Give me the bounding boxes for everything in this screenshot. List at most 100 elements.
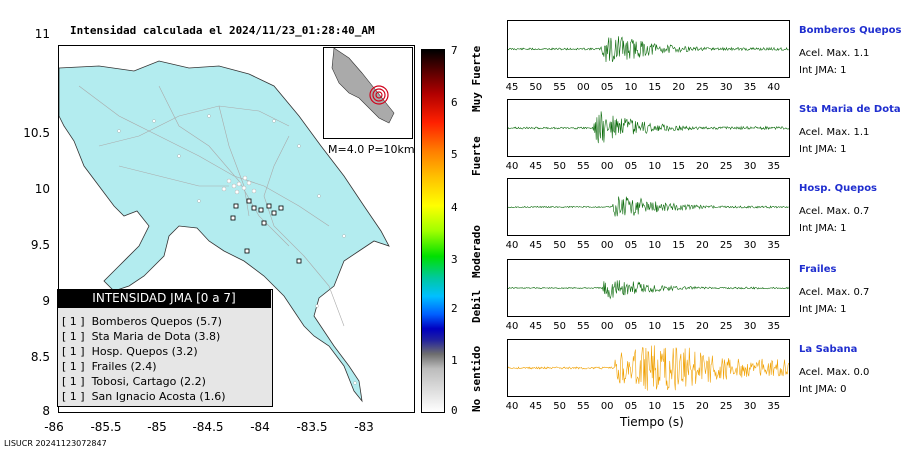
y-tick-label: 9: [42, 294, 50, 308]
time-tick-label: 50: [553, 240, 566, 251]
time-tick-label: 05: [624, 240, 638, 251]
trace-time-ticks: 40 45 50 55 00 05 10 15 20 25 30 35: [506, 401, 788, 413]
epicenter-inset-map: [323, 47, 413, 139]
time-tick-label: 45: [529, 161, 543, 172]
footer-id: LISUCR 20241123072847: [4, 439, 107, 448]
y-tick-label: 11: [34, 27, 50, 41]
waveform: [508, 36, 789, 63]
waveform: [508, 280, 789, 300]
time-tick-label: 50: [553, 161, 566, 172]
station-dots: [117, 114, 357, 385]
x-tick-label: -85.5: [90, 420, 122, 434]
time-tick-label: 15: [672, 401, 685, 412]
y-tick-label: 8.5: [30, 350, 50, 364]
time-tick-label: 20: [672, 82, 685, 93]
station-max-acceleration: Acel. Max. 0.0: [799, 367, 870, 378]
time-tick-label: 25: [719, 161, 733, 172]
time-tick-label: 25: [719, 401, 733, 412]
costa-rica-landmass: [59, 60, 390, 403]
time-tick-label: 30: [743, 161, 757, 172]
colorbar-label: Moderado: [470, 225, 483, 278]
colorbar-tick: 5: [451, 148, 458, 161]
time-tick-label: 30: [719, 82, 733, 93]
colorbar-tick: 7: [451, 44, 458, 57]
time-tick-label: 30: [743, 321, 757, 332]
map-title: Intensidad calculada el 2024/11/23_01:28…: [70, 24, 375, 37]
station-max-acceleration: Acel. Max. 1.1: [799, 127, 870, 138]
time-tick-label: 10: [648, 240, 662, 251]
station-jma-intensity: Int JMA: 0: [799, 384, 847, 395]
time-tick-label: 40: [505, 240, 519, 251]
x-tick-label: -84.5: [192, 420, 224, 434]
time-tick-label: 00: [600, 401, 614, 412]
time-tick-label: 15: [672, 161, 685, 172]
time-tick-label: 35: [743, 82, 757, 93]
time-tick-label: 50: [553, 401, 566, 412]
x-tick-label: -86: [44, 420, 64, 434]
time-axis-label: Tiempo (s): [620, 415, 684, 429]
map-canvas: [59, 60, 390, 403]
colorbar-tick: 3: [451, 253, 458, 266]
waveform: [508, 196, 789, 217]
time-tick-label: 50: [553, 321, 566, 332]
x-tick-label: -83.5: [296, 420, 328, 434]
time-tick-label: 25: [719, 321, 733, 332]
time-tick-label: 05: [624, 161, 638, 172]
station-max-acceleration: Acel. Max. 0.7: [799, 206, 870, 217]
time-tick-label: 10: [648, 321, 662, 332]
time-tick-label: 00: [600, 321, 614, 332]
time-tick-label: 20: [696, 401, 709, 412]
seismogram-trace: [507, 259, 790, 317]
station-name: Bomberos Quepos: [799, 25, 902, 36]
inset-canvas: [331, 48, 395, 124]
waveform: [508, 345, 789, 391]
time-tick-label: 35: [767, 401, 781, 412]
time-tick-label: 35: [767, 161, 781, 172]
station-name: La Sabana: [799, 344, 858, 355]
seismogram-trace: [507, 20, 790, 78]
legend-item: [ 1 ] Hosp. Quepos (3.2): [62, 345, 198, 358]
colorbar-label: Fuerte: [470, 136, 483, 176]
legend-item: [ 1 ] Tobosi, Cartago (2.2): [62, 375, 206, 388]
time-tick-label: 10: [648, 161, 662, 172]
time-tick-label: 35: [767, 321, 781, 332]
time-tick-label: 40: [505, 161, 519, 172]
x-tick-label: -83: [354, 420, 374, 434]
station-max-acceleration: Acel. Max. 1.1: [799, 48, 870, 59]
legend-item: [ 1 ] Bomberos Quepos (5.7): [62, 315, 222, 328]
time-tick-label: 25: [696, 82, 709, 93]
y-tick-label: 9.5: [30, 238, 50, 252]
station-jma-intensity: Int JMA: 1: [799, 223, 847, 234]
colorbar-tick: 4: [451, 201, 458, 214]
time-tick-label: 10: [624, 82, 638, 93]
station-name: Frailes: [799, 264, 837, 275]
time-tick-label: 15: [672, 240, 685, 251]
time-tick-label: 45: [505, 82, 519, 93]
y-tick-label: 8: [42, 404, 50, 418]
trace-time-ticks: 40 45 50 55 00 05 10 15 20 25 30 35: [505, 161, 788, 173]
colorbar-tick: 6: [451, 96, 458, 109]
colorbar-tick: 0: [451, 404, 458, 417]
time-tick-label: 45: [529, 321, 543, 332]
colorbar-label: No sentido: [470, 345, 483, 412]
time-tick-label: 20: [696, 240, 709, 251]
waveform: [508, 111, 789, 144]
time-tick-label: 45: [529, 240, 543, 251]
time-tick-label: 00: [577, 82, 590, 93]
time-tick-label: 55: [577, 401, 590, 412]
colorbar-label: Debil: [470, 289, 483, 323]
legend-item: [ 1 ] San Ignacio Acosta (1.6): [62, 390, 226, 403]
station-jma-intensity: Int JMA: 1: [799, 304, 847, 315]
time-tick-label: 55: [577, 240, 590, 251]
trace-time-ticks: 40 45 50 55 00 05 10 15 20 25 30 35: [506, 321, 788, 333]
seismogram-trace: [507, 99, 790, 157]
station-name: Sta Maria de Dota: [799, 104, 901, 115]
time-tick-label: 40: [767, 82, 781, 93]
station-max-acceleration: Acel. Max. 0.7: [799, 287, 870, 298]
intensity-colorbar: [421, 49, 445, 413]
legend-item: [ 1 ] Sta Maria de Dota (3.8): [62, 330, 221, 343]
time-tick-label: 10: [648, 401, 662, 412]
time-tick-label: 15: [672, 321, 685, 332]
time-tick-label: 45: [529, 401, 543, 412]
trace-time-ticks: 40 45 50 55 00 05 10 15 20 25 30 35: [505, 240, 788, 252]
